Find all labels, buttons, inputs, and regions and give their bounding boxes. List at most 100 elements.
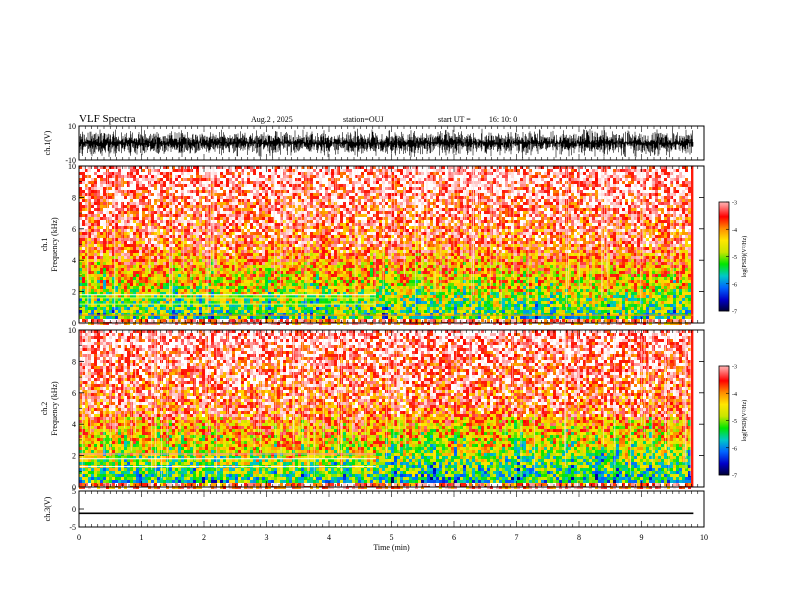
ch1-cell — [184, 181, 187, 184]
ch1-cell — [142, 256, 145, 259]
ch1-cell — [358, 283, 361, 286]
ch1-cell — [163, 169, 166, 172]
ch1-cell — [352, 262, 355, 265]
ch1-cell — [121, 277, 124, 280]
ch1-cell — [91, 187, 94, 190]
ch1-cell — [352, 277, 355, 280]
ch1-cell — [298, 319, 301, 322]
ch1-cell — [274, 256, 277, 259]
ch1-cell — [304, 202, 307, 205]
ch1-cell — [283, 199, 286, 202]
ch1-cell — [220, 211, 223, 214]
ch1-cell — [310, 295, 313, 298]
ch1-cell — [85, 223, 88, 226]
ch1-cell — [184, 262, 187, 265]
ch1-cell — [298, 301, 301, 304]
ch1-cell — [337, 316, 340, 319]
ch1-cell — [199, 181, 202, 184]
ch1-cell — [130, 253, 133, 256]
ch1-cell — [262, 286, 265, 289]
ch1-cell — [223, 181, 226, 184]
ch1-cell — [97, 205, 100, 208]
ch1-cell — [217, 208, 220, 211]
ch1-cell — [361, 184, 364, 187]
ch1-cell — [181, 244, 184, 247]
ch1-cell — [85, 235, 88, 238]
ch1-cell — [124, 289, 127, 292]
ch1-cell — [349, 223, 352, 226]
ch1-cell — [97, 262, 100, 265]
ch1-cell — [127, 205, 130, 208]
ch1-cell — [385, 280, 388, 283]
ch1-cell — [262, 241, 265, 244]
ch1-cell — [148, 310, 151, 313]
ch1-cell — [241, 166, 244, 169]
ch1-cell — [217, 298, 220, 301]
ch1-cell — [181, 298, 184, 301]
ch1-cell — [388, 274, 391, 277]
ch1-cell — [319, 307, 322, 310]
ch1-cell — [259, 253, 262, 256]
ch1-cell — [127, 304, 130, 307]
ch1-cell — [226, 295, 229, 298]
ch1-cell — [211, 292, 214, 295]
ch1-cell — [250, 244, 253, 247]
ch1-cell — [220, 208, 223, 211]
ch1-cell — [199, 250, 202, 253]
ch1-cell — [157, 226, 160, 229]
ch1-cell — [334, 259, 337, 262]
ch1-cell — [295, 259, 298, 262]
ch1-cell — [163, 217, 166, 220]
ch1-cell — [241, 283, 244, 286]
ch1-cell — [214, 265, 217, 268]
ch1-cell — [289, 205, 292, 208]
ch1-cell — [289, 223, 292, 226]
ch1-cell — [199, 256, 202, 259]
ch1-cell — [295, 247, 298, 250]
ch1-cell — [325, 178, 328, 181]
ch1-cell — [334, 310, 337, 313]
ch1-cell — [118, 292, 121, 295]
ch1-cell — [214, 223, 217, 226]
ch1-cell — [172, 277, 175, 280]
ch1-cell — [202, 169, 205, 172]
ch1-cell — [115, 280, 118, 283]
ch1-cell — [247, 235, 250, 238]
ch1-cell — [244, 199, 247, 202]
ch1-cell — [226, 193, 229, 196]
ch1-cell — [88, 190, 91, 193]
ch1-cell — [100, 199, 103, 202]
ch1-cell — [235, 205, 238, 208]
ch1-cell — [355, 256, 358, 259]
ch1-cell — [121, 181, 124, 184]
ch1-cell — [220, 226, 223, 229]
ch1-cell — [289, 232, 292, 235]
ch1-cell — [88, 313, 91, 316]
ch1-cell — [250, 208, 253, 211]
ch1-cell — [136, 214, 139, 217]
ch1-cell — [115, 223, 118, 226]
ch1-cell — [106, 250, 109, 253]
ch1-cell — [367, 307, 370, 310]
ch1-cell — [88, 292, 91, 295]
ch1-cell — [340, 304, 343, 307]
ch1-cell — [217, 256, 220, 259]
ch1-cell — [166, 247, 169, 250]
ch1-cell — [319, 244, 322, 247]
ch1-cell — [97, 214, 100, 217]
ch1-cell — [367, 199, 370, 202]
ch1-cell — [247, 298, 250, 301]
ch1-cell — [133, 220, 136, 223]
ch1-cell — [274, 241, 277, 244]
ch1-ytick-label: -10 — [65, 156, 76, 165]
ch1-cell — [286, 247, 289, 250]
ch1-cell — [214, 193, 217, 196]
ch1-cell — [193, 202, 196, 205]
ch1-cell — [190, 217, 193, 220]
ch1-cell — [211, 172, 214, 175]
ch1-cell — [322, 208, 325, 211]
ch1-cell — [172, 316, 175, 319]
ch1-cell — [130, 271, 133, 274]
ch1-cell — [166, 241, 169, 244]
start-time-value: 16: 10: 0 — [489, 115, 517, 124]
